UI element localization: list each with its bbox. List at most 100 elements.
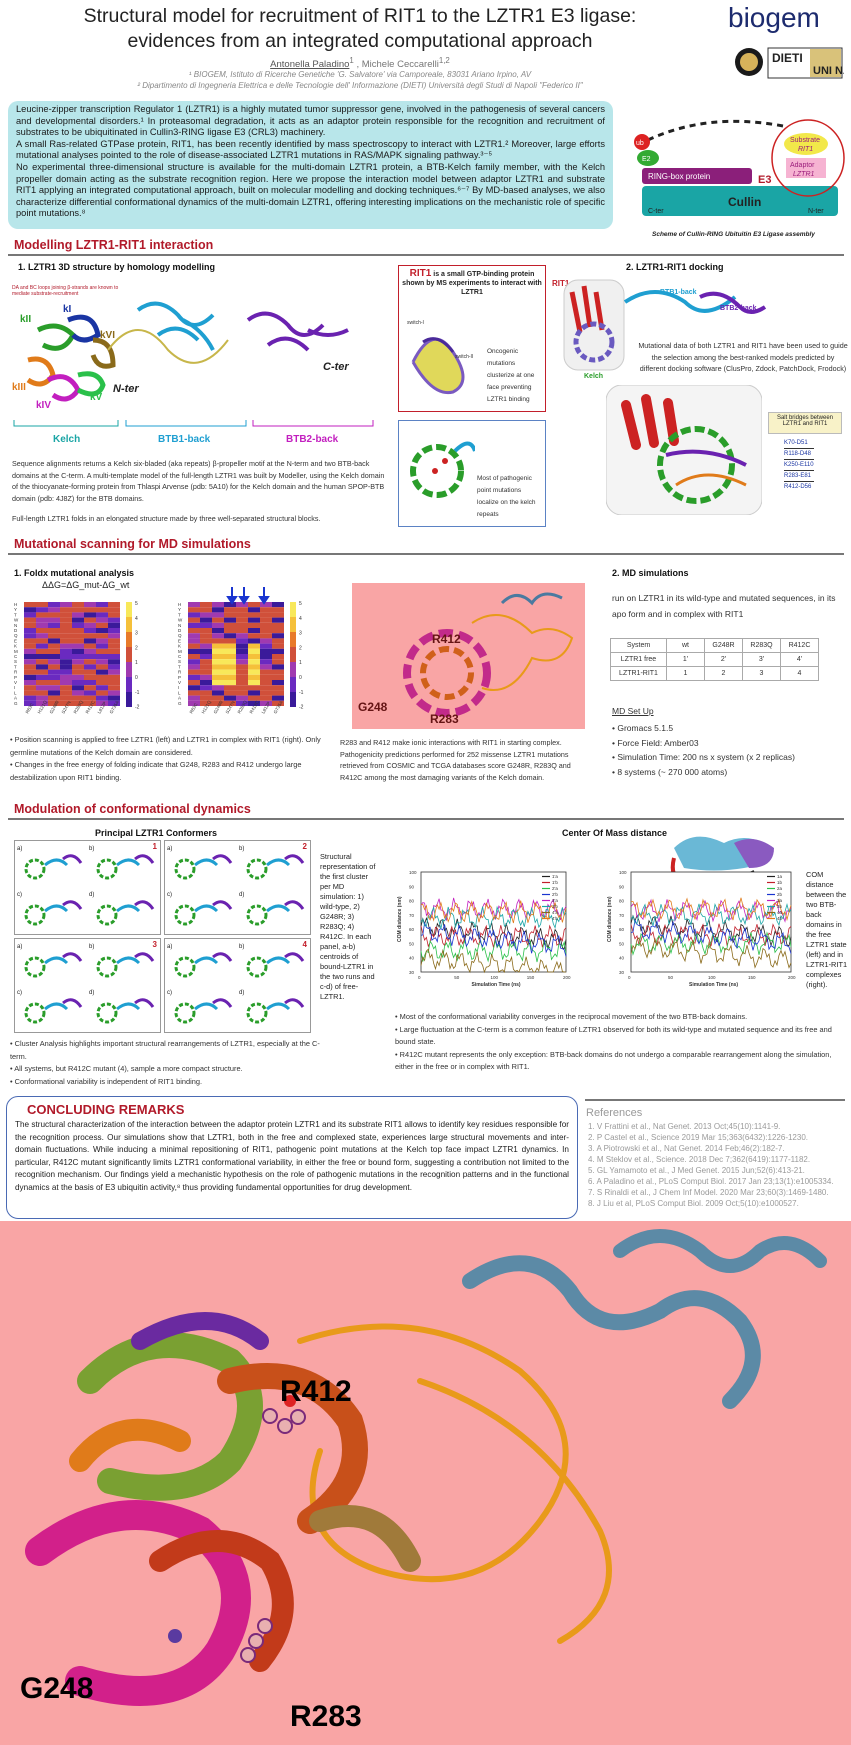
md-text: run on LZTR1 in its wild-type and mutate…: [612, 593, 836, 619]
heatmap-cell: [36, 643, 48, 649]
heatmap-cell: [224, 643, 236, 649]
md-th-r412c: R412C: [780, 638, 819, 653]
heatmap-cell: [60, 664, 72, 670]
colorbar-segment: [126, 677, 132, 692]
heatmap-cell: [236, 685, 248, 691]
heatmap-cell: [272, 633, 284, 639]
heatmap-row-label: K: [14, 644, 17, 649]
heatmap-cell: [224, 638, 236, 644]
heatmap-cell: [200, 648, 212, 654]
colorbar-tick: 4: [135, 616, 138, 622]
heatmap-cell: [260, 680, 272, 686]
heatmap-cell: [24, 648, 36, 654]
blade-kiv: kIV: [36, 400, 51, 411]
com-bullets: • Most of the conformational variability…: [395, 1011, 835, 1074]
md-setup-item: • 8 systems (~ 270 000 atoms): [612, 766, 728, 777]
heatmap-cell: [48, 669, 60, 675]
heatmap-cell: [84, 602, 96, 608]
legend-label: 3b: [777, 904, 783, 909]
heatmap-cell: [60, 648, 72, 654]
btb1-shape: [266, 858, 291, 867]
conformer-letter: c): [17, 892, 22, 898]
heatmap-cell: [248, 628, 260, 634]
heatmap-cell: [36, 622, 48, 628]
heatmap-cell: [236, 607, 248, 613]
heatmap-cell: [84, 659, 96, 665]
heatmap-cell: [224, 690, 236, 696]
heatmap-cell: [248, 700, 260, 706]
kelch-shape: [24, 858, 46, 880]
heatmap-cell: [260, 695, 272, 701]
subsection-md: 2. MD simulations: [612, 568, 689, 578]
heatmap-cell: [24, 607, 36, 613]
heatmap-cell: [84, 648, 96, 654]
heatmap-row-label: Y: [14, 607, 17, 612]
unina-text: UNI NA: [813, 65, 844, 77]
heatmap-cell: [224, 628, 236, 634]
heatmap-cell: [200, 695, 212, 701]
legend-label: 1a: [777, 874, 783, 879]
heatmap-cell: [200, 685, 212, 691]
heatmap-cell: [200, 633, 212, 639]
heatmap-cell: [224, 669, 236, 675]
heatmap-row-label: E: [14, 638, 17, 643]
btb1-shape: [44, 1002, 69, 1011]
kelch-shape: [174, 904, 196, 926]
md-th-system: System: [610, 638, 667, 653]
heatmap-cell: [84, 628, 96, 634]
md-th-g248r: G248R: [704, 638, 743, 653]
zoom-label-r283: R283: [290, 1700, 362, 1733]
heatmap-cell: [272, 617, 284, 623]
heatmap-col-label: L812P: [97, 701, 108, 715]
blade-kvi: kVI: [100, 330, 115, 341]
heatmap-cell: [188, 643, 200, 649]
foldx-bullet-2-text: Changes in the free energy of folding in…: [10, 760, 302, 782]
heatmap-row-label: Q: [178, 633, 182, 638]
y-tick-label: 60: [619, 927, 625, 932]
heatmap-row-label: H: [14, 602, 17, 607]
reference-item: 3. A Piotrowski et al., Nat Genet. 2014 …: [588, 1144, 785, 1153]
y-tick-label: 30: [619, 970, 625, 975]
heatmap-cell: [236, 654, 248, 660]
x-tick-label: 50: [668, 975, 674, 980]
heatmap-cell: [188, 695, 200, 701]
heatmap-cell: [200, 659, 212, 665]
kelch-shape: [24, 904, 46, 926]
mut-label-r283: R283: [430, 712, 459, 726]
dock-kelch-label: Kelch: [584, 373, 603, 380]
conclusion-box: CONCLUDING REMARKS The structural charac…: [6, 1096, 578, 1219]
conformer-panel: 3 a) b) c) d): [14, 938, 161, 1033]
heatmap-cell: [260, 617, 272, 623]
heatmap-cell: [248, 654, 260, 660]
conformer-letter: a): [17, 944, 22, 950]
heatmap-cell: [108, 602, 120, 608]
x-tick-label: 100: [708, 975, 716, 980]
heatmap-cell: [248, 617, 260, 623]
section-title-modelling: Modelling LZTR1-RIT1 interaction: [14, 238, 214, 252]
heatmap-col-label: G248R: [49, 699, 61, 714]
heatmap-cell: [248, 648, 260, 654]
heatmap-cell: [48, 622, 60, 628]
conformer-letter: d): [239, 892, 244, 898]
heatmap-cell: [24, 612, 36, 618]
heatmap-cell: [84, 617, 96, 623]
section-divider-3: [8, 818, 844, 820]
conformer-panel-number: 4: [302, 940, 307, 949]
heatmap-cell: [272, 638, 284, 644]
heatmap-row-label: P: [178, 675, 181, 680]
heatmap-cell: [200, 690, 212, 696]
salt-bridge-2: R118-D48: [784, 449, 814, 460]
homology-text-2: Full-length LZTR1 folds in an elongated …: [12, 514, 321, 523]
heatmap-cell: [248, 607, 260, 613]
kelch-shape: [246, 956, 268, 978]
blade-kv: kV: [90, 392, 103, 403]
lztr1-nter-label: N-ter: [113, 383, 139, 395]
intro-paragraph-3: No experimental three-dimensional struct…: [16, 161, 605, 219]
scheme-cter: C-ter: [648, 208, 664, 215]
heatmap-cell: [84, 633, 96, 639]
biogem-logo-text: biogem: [728, 2, 820, 33]
heatmap-cell: [260, 638, 272, 644]
heatmap-cell: [108, 674, 120, 680]
heatmap-cell: [36, 628, 48, 634]
heatmap-cell: [72, 685, 84, 691]
